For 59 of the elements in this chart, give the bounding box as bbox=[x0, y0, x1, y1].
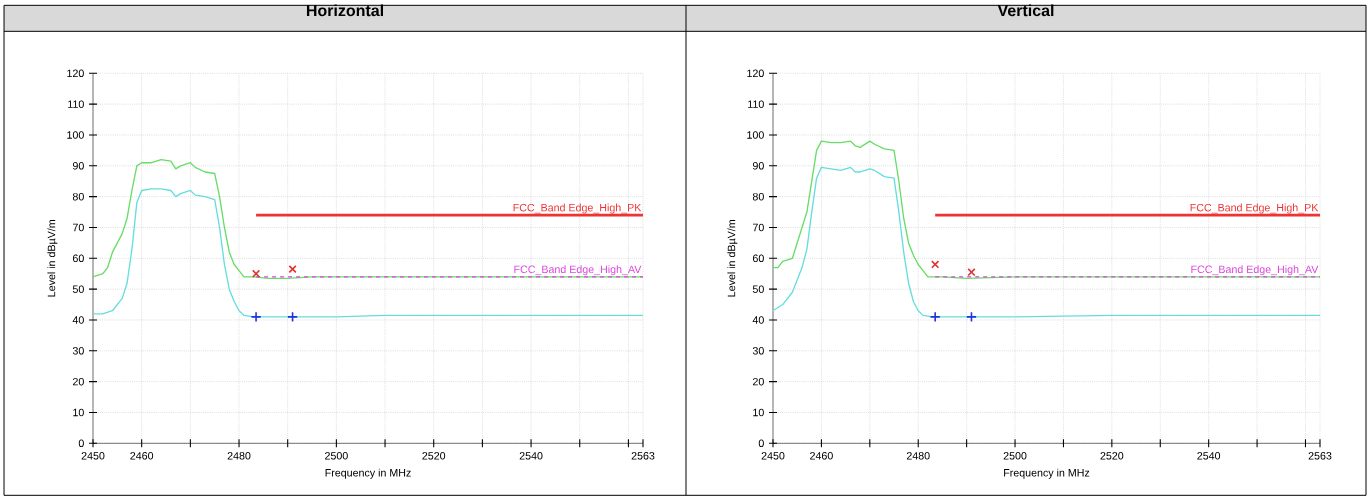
y-tick-label: 110 bbox=[748, 100, 764, 108]
chart-title: Vertical bbox=[997, 4, 1054, 17]
y-tick-label: 60 bbox=[72, 254, 84, 262]
y-tick-label: 110 bbox=[68, 100, 84, 108]
x-axis-title: Frequency in MHz bbox=[325, 468, 411, 479]
x-tick-label: 2540 bbox=[519, 451, 543, 460]
y-tick-label: 80 bbox=[752, 192, 764, 201]
y-tick-label: 90 bbox=[72, 161, 84, 170]
y-tick-label: 120 bbox=[67, 69, 84, 77]
x-tick-label: 2500 bbox=[325, 451, 348, 460]
y-tick-label: 0 bbox=[78, 439, 84, 447]
point bbox=[967, 267, 976, 277]
y-tick-label: 120 bbox=[747, 69, 764, 77]
y-tick-label: 50 bbox=[752, 285, 764, 293]
series-label: FCC_Band Edge_High_PK bbox=[513, 203, 642, 214]
point bbox=[250, 311, 262, 323]
y-tick-label: 70 bbox=[72, 223, 84, 232]
y-tick-label: 100 bbox=[747, 131, 764, 139]
x-tick-label: 2520 bbox=[422, 451, 446, 460]
point bbox=[931, 260, 940, 269]
y-tick-label: 30 bbox=[752, 346, 764, 355]
series-label: FCC_Band Edge_High_AV bbox=[514, 265, 642, 276]
y-tick-label: 70 bbox=[752, 223, 764, 232]
point bbox=[288, 264, 297, 274]
y-tick-label: 100 bbox=[67, 131, 84, 139]
y-tick-label: 40 bbox=[752, 316, 764, 324]
point bbox=[251, 269, 261, 278]
point bbox=[287, 311, 299, 323]
x-axis-title: Frequency in MHz bbox=[1004, 468, 1090, 479]
y-tick-label: 20 bbox=[72, 377, 84, 386]
point bbox=[929, 311, 941, 323]
y-tick-label: 10 bbox=[73, 408, 84, 417]
x-tick-label: 2563 bbox=[631, 451, 655, 460]
x-tick-label: 2540 bbox=[1197, 451, 1221, 460]
y-tick-label: 40 bbox=[72, 316, 84, 324]
x-tick-label: 2480 bbox=[906, 451, 930, 460]
series-label: FCC_Band Edge_High_PK bbox=[1190, 203, 1319, 214]
x-tick-label: 2500 bbox=[1003, 451, 1027, 460]
y-axis-title: Level in dBµV/m bbox=[727, 219, 738, 297]
y-tick-label: 20 bbox=[752, 377, 764, 386]
y-tick-label: 30 bbox=[72, 346, 84, 355]
x-tick-label: 2563 bbox=[1308, 451, 1332, 460]
y-tick-label: 0 bbox=[758, 439, 764, 447]
x-tick-label: 2450 bbox=[81, 451, 105, 460]
y-tick-label: 90 bbox=[752, 161, 764, 170]
point bbox=[966, 311, 977, 323]
y-tick-label: 80 bbox=[72, 192, 84, 201]
y-tick-label: 50 bbox=[72, 285, 84, 293]
y-axis-title: Level in dBµV/m bbox=[47, 219, 58, 297]
x-tick-label: 2460 bbox=[130, 451, 154, 460]
y-tick-label: 60 bbox=[752, 254, 764, 262]
x-tick-label: 2450 bbox=[761, 451, 785, 460]
chart-title: Horizontal bbox=[306, 4, 383, 17]
series-label: FCC_Band Edge_High_AV bbox=[1191, 265, 1319, 276]
x-tick-label: 2480 bbox=[227, 451, 251, 460]
x-tick-label: 2460 bbox=[810, 451, 833, 460]
line-series bbox=[772, 166, 1321, 318]
x-tick-label: 2520 bbox=[1100, 451, 1124, 460]
y-tick-label: 10 bbox=[753, 408, 764, 417]
